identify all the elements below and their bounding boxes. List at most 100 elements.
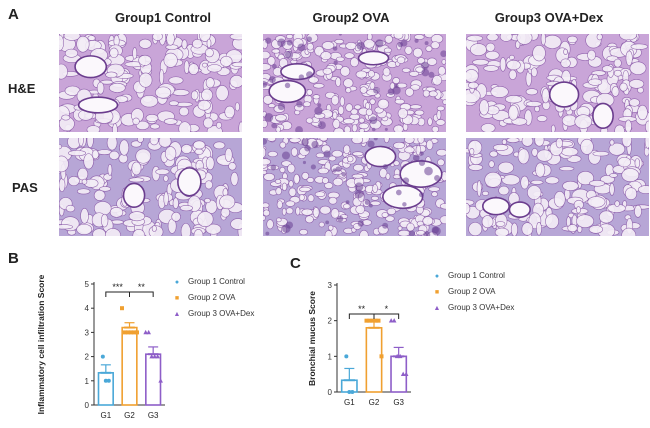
alveolus-shape bbox=[333, 127, 344, 132]
airway-shape bbox=[74, 55, 108, 79]
alveolus-shape bbox=[634, 204, 642, 218]
alveolus-shape bbox=[321, 177, 329, 184]
alveolus-shape bbox=[499, 34, 513, 42]
alveolus-shape bbox=[499, 57, 507, 72]
infiltrate-cluster bbox=[325, 220, 330, 225]
alveolus-shape bbox=[476, 180, 482, 197]
alveolus-shape bbox=[596, 34, 603, 41]
alveolus-shape bbox=[128, 177, 145, 183]
alveolus-shape bbox=[351, 138, 364, 145]
infiltrate-cluster bbox=[408, 230, 415, 236]
data-point bbox=[103, 378, 108, 383]
alveolus-shape bbox=[202, 62, 208, 68]
infiltrate-cluster bbox=[421, 68, 430, 77]
alveolus-shape bbox=[164, 146, 177, 161]
alveolus-shape bbox=[81, 178, 88, 185]
legend-b-label-g2: Group 2 OVA bbox=[188, 293, 236, 302]
y-tick-label: 1 bbox=[85, 377, 90, 386]
alveolus-shape bbox=[383, 138, 390, 144]
alveolus-shape bbox=[314, 191, 326, 198]
alveolus-shape bbox=[355, 70, 368, 79]
airway-shape bbox=[508, 201, 531, 218]
alveolus-shape bbox=[158, 138, 172, 148]
panel-a-label: A bbox=[8, 6, 19, 23]
legend-b-marker-g3: ▲ bbox=[173, 311, 181, 318]
infiltrate-cluster bbox=[306, 36, 313, 42]
infiltrate-cluster bbox=[434, 175, 441, 181]
alveolus-shape bbox=[206, 38, 212, 49]
alveolus-shape bbox=[437, 158, 445, 167]
alveolus-shape bbox=[68, 150, 87, 157]
legend-b-item-g2: ■ Group 2 OVA bbox=[172, 293, 236, 302]
alveolus-shape bbox=[490, 86, 509, 98]
significance-bracket bbox=[373, 313, 400, 319]
alveolus-shape bbox=[574, 114, 593, 129]
alveolus-shape bbox=[567, 224, 578, 233]
x-tick-label-g1: G1 bbox=[100, 411, 111, 420]
alveolus-shape bbox=[580, 138, 594, 155]
alveolus-shape bbox=[562, 180, 579, 191]
data-point bbox=[132, 330, 136, 335]
alveolus-shape bbox=[138, 72, 153, 88]
alveolus-shape bbox=[638, 185, 649, 194]
alveolus-shape bbox=[563, 48, 568, 55]
alveolus-shape bbox=[267, 151, 278, 158]
alveolus-shape bbox=[166, 34, 175, 46]
legend-c-label-g3: Group 3 OVA+Dex bbox=[448, 303, 515, 312]
alveolus-shape bbox=[163, 175, 169, 182]
x-tick-label-g2: G2 bbox=[124, 411, 135, 420]
legend-b: ● Group 1 Control ■ Group 2 OVA ▲ Group 3 O… bbox=[172, 277, 302, 327]
alveolus-shape bbox=[621, 227, 637, 236]
infiltrate-cluster bbox=[419, 151, 424, 156]
alveolus-shape bbox=[508, 69, 517, 80]
infiltrate-cluster bbox=[384, 127, 388, 131]
y-tick-label: 2 bbox=[85, 353, 90, 362]
alveolus-shape bbox=[230, 171, 239, 186]
alveolus-shape bbox=[83, 153, 94, 170]
alveolus-shape bbox=[263, 169, 268, 175]
alveolus-shape bbox=[414, 109, 425, 116]
alveolus-shape bbox=[340, 66, 351, 77]
alveolus-shape bbox=[276, 217, 282, 223]
alveolus-shape bbox=[308, 76, 319, 84]
alveolus-shape bbox=[426, 57, 438, 66]
alveolus-shape bbox=[343, 203, 351, 210]
alveolus-shape bbox=[263, 173, 275, 181]
alveolus-shape bbox=[431, 191, 438, 197]
alveolus-shape bbox=[106, 138, 118, 151]
alveolus-shape bbox=[405, 87, 414, 97]
alveolus-shape bbox=[611, 86, 620, 97]
infiltrate-cluster bbox=[286, 39, 293, 46]
data-point bbox=[135, 330, 139, 335]
alveolus-shape bbox=[481, 215, 494, 229]
infiltrate-cluster bbox=[296, 100, 303, 108]
alveolus-shape bbox=[350, 108, 359, 115]
data-point bbox=[100, 354, 105, 359]
alveolus-shape bbox=[288, 180, 294, 188]
alveolus-shape bbox=[86, 138, 94, 148]
alveolus-shape bbox=[263, 63, 272, 71]
alveolus-shape bbox=[65, 204, 76, 213]
alveolus-shape bbox=[577, 170, 594, 186]
infiltrate-cluster bbox=[423, 231, 431, 236]
alveolus-shape bbox=[172, 89, 190, 97]
alveolus-shape bbox=[149, 138, 159, 146]
alveolus-shape bbox=[625, 50, 633, 66]
infiltrate-cluster bbox=[271, 122, 277, 129]
legend-c-marker-g3: ▲ bbox=[433, 305, 441, 312]
alveolus-shape bbox=[480, 123, 496, 132]
alveolus-shape bbox=[67, 175, 80, 187]
alveolus-shape bbox=[352, 151, 364, 157]
alveolus-shape bbox=[140, 94, 159, 108]
alveolus-shape bbox=[501, 174, 521, 186]
alveolus-shape bbox=[324, 182, 334, 190]
infiltrate-cluster bbox=[277, 102, 285, 111]
alveolus-shape bbox=[132, 117, 140, 125]
alveolus-shape bbox=[59, 63, 68, 80]
alveolus-shape bbox=[621, 168, 640, 183]
legend-c-item-g2: ■ Group 2 OVA bbox=[432, 287, 496, 296]
data-point bbox=[106, 378, 111, 383]
alveolus-shape bbox=[534, 105, 540, 113]
infiltrate-cluster bbox=[421, 61, 429, 70]
data-point bbox=[123, 330, 127, 335]
